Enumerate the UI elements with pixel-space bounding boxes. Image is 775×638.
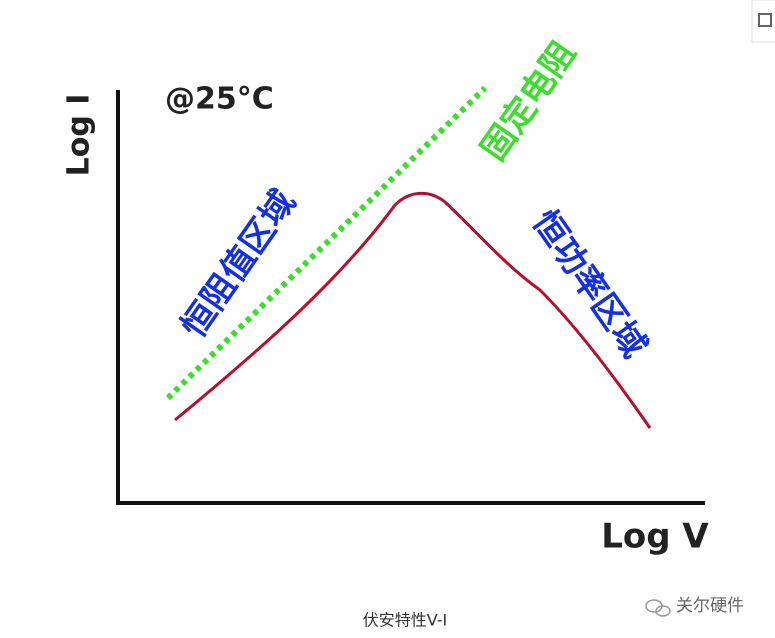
watermark: 关尔硬件 bbox=[676, 596, 744, 616]
y-axis-label: Log I bbox=[62, 94, 97, 177]
watermark-icon bbox=[645, 599, 671, 617]
corner-widget bbox=[751, 0, 775, 43]
fixed-resistance-line bbox=[165, 85, 488, 401]
condition-label: @25°C bbox=[165, 82, 274, 117]
x-axis-label: Log V bbox=[601, 517, 709, 557]
caption: 伏安特性V-I bbox=[363, 611, 448, 630]
corner-icon bbox=[758, 13, 772, 27]
vi-curve bbox=[174, 191, 652, 429]
